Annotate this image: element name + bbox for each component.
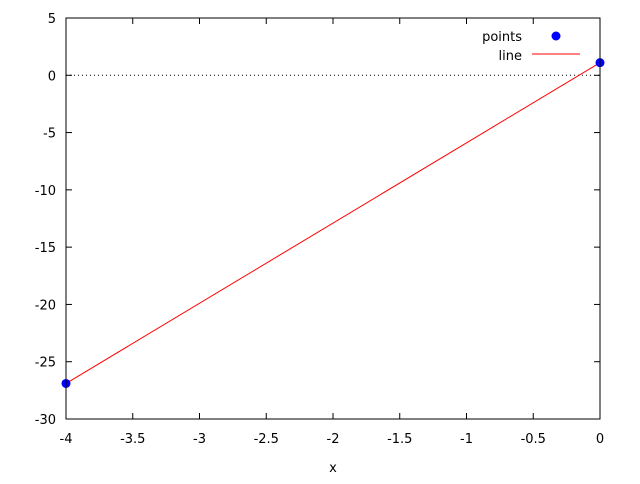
series-line [65, 62, 601, 384]
y-tick-label: -5 [43, 127, 56, 142]
y-tick-label: -15 [35, 241, 56, 256]
y-tick-label: -10 [35, 184, 56, 199]
x-axis-label: x [329, 461, 337, 476]
y-tick-label: -20 [35, 298, 56, 313]
plot-frame [65, 17, 601, 420]
legend: points line [482, 30, 580, 64]
x-tick-label: -2 [327, 432, 340, 447]
x-tick-label: -1.5 [387, 432, 412, 447]
legend-label-line: line [499, 49, 522, 64]
x-tick-label: -3.5 [120, 432, 145, 447]
x-tick-label: 0 [596, 432, 604, 447]
y-tick-label: 5 [48, 12, 56, 27]
legend-label-points: points [482, 30, 522, 45]
x-tick-label: -2.5 [254, 432, 279, 447]
x-tick-label: -4 [60, 432, 73, 447]
y-tick-label: -25 [35, 356, 56, 371]
x-tick-label: -1 [460, 432, 473, 447]
x-tick-label: -3 [193, 432, 206, 447]
y-tick-label: -30 [35, 413, 56, 428]
x-tick-label: -0.5 [521, 432, 546, 447]
y-tick-label: 0 [48, 69, 56, 84]
legend-marker-points [551, 31, 561, 41]
